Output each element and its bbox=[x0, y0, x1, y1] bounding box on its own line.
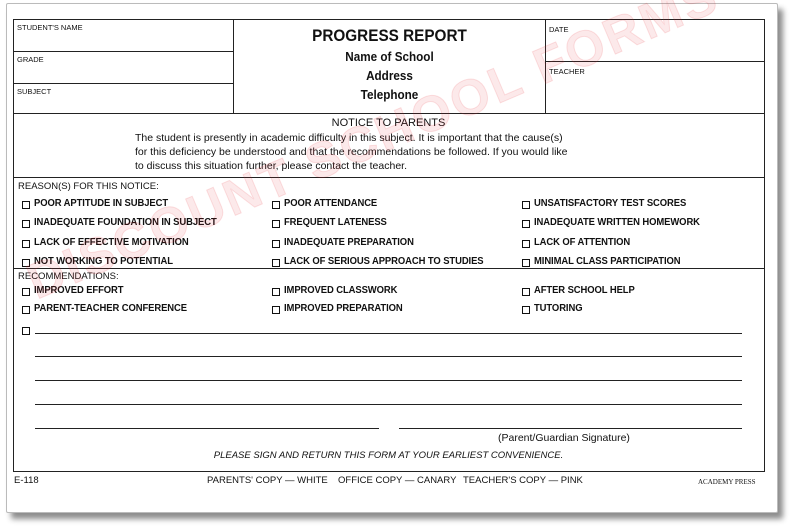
return-note: PLEASE SIGN AND RETURN THIS FORM AT YOUR… bbox=[213, 450, 564, 461]
field-label: DATE bbox=[549, 25, 569, 34]
checkbox[interactable] bbox=[272, 201, 280, 209]
field-label: SUBJECT bbox=[17, 87, 52, 96]
form-title: PROGRESS REPORT bbox=[312, 26, 467, 45]
checkbox[interactable] bbox=[272, 259, 280, 267]
checkbox-label: POOR ATTENDANCE bbox=[284, 197, 378, 209]
checkbox-label: IMPROVED CLASSWORK bbox=[284, 284, 398, 296]
write-line bbox=[35, 428, 379, 429]
divider bbox=[13, 113, 764, 114]
checkbox[interactable] bbox=[522, 288, 530, 296]
notice-line: to discuss this situation further, pleas… bbox=[135, 160, 407, 172]
section-label: RECOMMENDATIONS: bbox=[18, 271, 119, 282]
checkbox[interactable] bbox=[522, 201, 530, 209]
signature-label: (Parent/Guardian Signature) bbox=[498, 432, 630, 444]
checkbox[interactable] bbox=[272, 220, 280, 228]
divider bbox=[13, 83, 233, 84]
checkbox[interactable] bbox=[272, 306, 280, 314]
copy-label: PARENTS' COPY — WHITE bbox=[207, 475, 328, 486]
divider bbox=[545, 19, 546, 113]
divider bbox=[13, 177, 764, 178]
checkbox-label: POOR APTITUDE IN SUBJECT bbox=[34, 197, 169, 209]
section-label: REASON(S) FOR THIS NOTICE: bbox=[18, 181, 159, 192]
checkbox[interactable] bbox=[22, 327, 30, 335]
copy-label: OFFICE COPY — CANARY bbox=[338, 475, 457, 486]
divider bbox=[545, 61, 764, 62]
form-number: E-118 bbox=[14, 475, 39, 486]
write-line bbox=[35, 404, 742, 405]
checkbox[interactable] bbox=[522, 306, 530, 314]
checkbox[interactable] bbox=[272, 288, 280, 296]
publisher: ACADEMY PRESS bbox=[698, 478, 756, 486]
checkbox-label: LACK OF EFFECTIVE MOTIVATION bbox=[34, 236, 189, 248]
checkbox[interactable] bbox=[22, 240, 30, 248]
notice-line: The student is presently in academic dif… bbox=[135, 132, 563, 144]
checkbox-label: LACK OF SERIOUS APPROACH TO STUDIES bbox=[284, 255, 484, 267]
checkbox-label: IMPROVED PREPARATION bbox=[284, 302, 403, 314]
checkbox[interactable] bbox=[522, 240, 530, 248]
checkbox[interactable] bbox=[22, 201, 30, 209]
notice-title: NOTICE TO PARENTS bbox=[331, 117, 446, 129]
school-line: Address bbox=[366, 68, 413, 83]
checkbox-label: INADEQUATE WRITTEN HOMEWORK bbox=[534, 216, 700, 228]
checkbox[interactable] bbox=[22, 220, 30, 228]
field-label: GRADE bbox=[17, 55, 44, 64]
checkbox-label: INADEQUATE FOUNDATION IN SUBJECT bbox=[34, 216, 217, 228]
school-line: Name of School bbox=[345, 49, 434, 64]
checkbox[interactable] bbox=[22, 259, 30, 267]
checkbox-label: NOT WORKING TO POTENTIAL bbox=[34, 255, 173, 267]
checkbox-label: INADEQUATE PREPARATION bbox=[284, 236, 414, 248]
field-label: TEACHER bbox=[549, 67, 585, 76]
checkbox-label: MINIMAL CLASS PARTICIPATION bbox=[534, 255, 681, 267]
checkbox[interactable] bbox=[522, 259, 530, 267]
checkbox-label: PARENT-TEACHER CONFERENCE bbox=[34, 302, 187, 314]
checkbox[interactable] bbox=[522, 220, 530, 228]
write-line bbox=[35, 380, 742, 381]
checkbox-label: FREQUENT LATENESS bbox=[284, 216, 387, 228]
divider bbox=[13, 51, 233, 52]
field-label: STUDENT'S NAME bbox=[17, 23, 83, 32]
write-line bbox=[35, 333, 742, 334]
checkbox-label: IMPROVED EFFORT bbox=[34, 284, 124, 296]
school-line: Telephone bbox=[360, 87, 419, 102]
divider bbox=[233, 19, 234, 113]
checkbox-label: TUTORING bbox=[534, 302, 583, 314]
checkbox-label: UNSATISFACTORY TEST SCORES bbox=[534, 197, 687, 209]
signature-line bbox=[399, 428, 742, 429]
checkbox[interactable] bbox=[22, 306, 30, 314]
checkbox-label: AFTER SCHOOL HELP bbox=[534, 284, 635, 296]
checkbox-label: LACK OF ATTENTION bbox=[534, 236, 631, 248]
checkbox[interactable] bbox=[22, 288, 30, 296]
form-frame bbox=[13, 19, 765, 472]
notice-line: for this deficiency be understood and th… bbox=[135, 146, 568, 158]
copy-label: TEACHER'S COPY — PINK bbox=[463, 475, 583, 486]
divider bbox=[13, 268, 764, 269]
checkbox[interactable] bbox=[272, 240, 280, 248]
write-line bbox=[35, 356, 742, 357]
